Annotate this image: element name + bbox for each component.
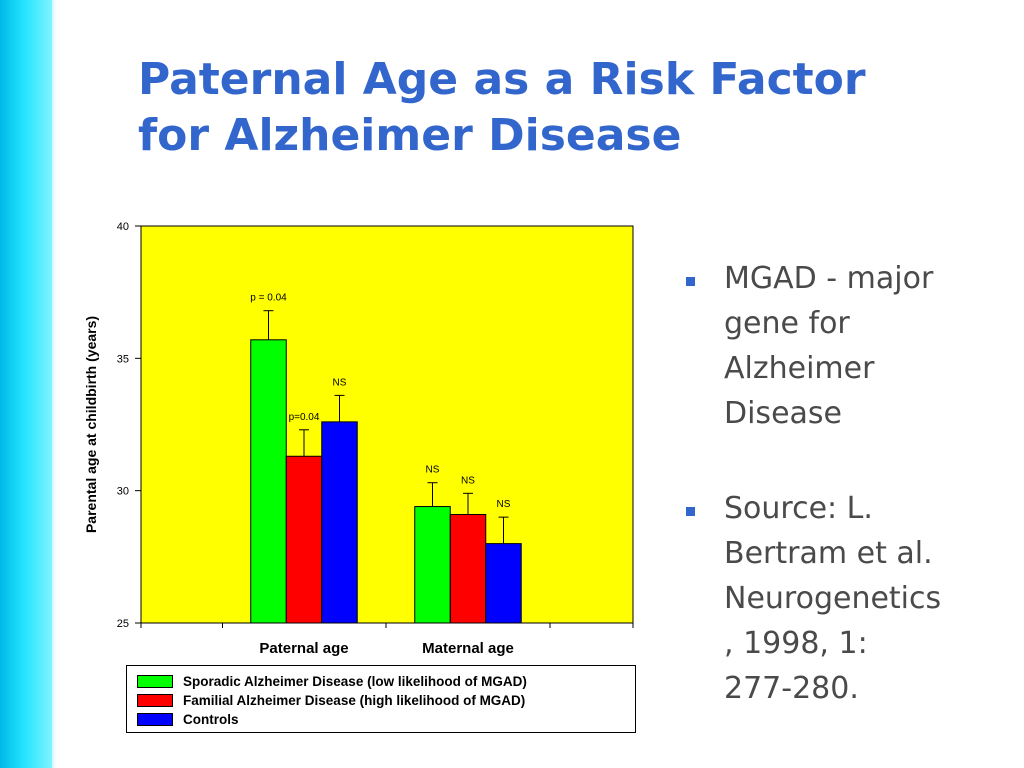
bar [485, 543, 522, 624]
y-tick-label: 40 [117, 221, 129, 233]
bullet-square-icon [686, 507, 695, 516]
y-tick-label: 25 [117, 618, 129, 630]
legend-entry: Controls [127, 710, 635, 729]
bullet-text-line: Neurogenetics [724, 581, 942, 616]
bullet-square-icon [686, 277, 695, 286]
bar-annotation: NS [333, 377, 347, 388]
bullet-item: Source: L. Bertram et al. Neurogenetics , 1… [686, 486, 1016, 711]
bar [250, 339, 287, 624]
bar-annotation: p=0.04 [289, 412, 320, 423]
legend-swatch [137, 694, 173, 707]
legend-entry: Familial Alzheimer Disease (high likelih… [127, 691, 635, 710]
bar [285, 455, 323, 624]
bullet-text-line: 277-280. [724, 671, 859, 706]
bullet-text-line: gene for [724, 306, 850, 341]
legend-label: Controls [183, 712, 239, 727]
y-tick-label: 35 [117, 353, 129, 365]
bar [321, 421, 358, 624]
slide-title-line-1: Paternal Age as a Risk Factor [138, 54, 866, 105]
chart-legend: Sporadic Alzheimer Disease (low likeliho… [126, 665, 636, 733]
legend-swatch [137, 713, 173, 726]
legend-swatch [137, 675, 173, 688]
y-axis-label: Parental age at childbirth (years) [83, 316, 99, 533]
bullet-text-line: Source: L. [724, 491, 873, 526]
bullet-item: MGAD - major gene for Alzheimer Disease [686, 256, 1016, 436]
legend-entry: Sporadic Alzheimer Disease (low likeliho… [127, 672, 635, 691]
y-tick-label: 30 [117, 486, 129, 498]
bar [414, 506, 451, 624]
slide-title-line-2: for Alzheimer Disease [138, 110, 682, 161]
bullet-text-line: Disease [724, 396, 842, 431]
legend-label: Familial Alzheimer Disease (high likelih… [183, 693, 526, 708]
accent-side-bar-edge [52, 0, 56, 768]
bar [449, 513, 487, 624]
bar-annotation: p = 0.04 [250, 293, 287, 304]
bar-annotation: NS [426, 465, 440, 476]
x-category-label: Paternal age [259, 640, 348, 657]
legend-label: Sporadic Alzheimer Disease (low likeliho… [183, 674, 527, 689]
bar-annotation: NS [497, 499, 511, 510]
bullet-text-line: MGAD - major [724, 261, 934, 296]
bullet-text-line: , 1998, 1: [724, 626, 868, 661]
plot-area [140, 225, 634, 624]
slide-title: Paternal Age as a Risk Factor for Alzhei… [138, 52, 998, 164]
bar-annotation: NS [461, 475, 475, 486]
accent-side-bar [0, 0, 52, 768]
bullet-text-line: Bertram et al. [724, 536, 933, 571]
x-category-label: Maternal age [422, 640, 514, 657]
bullet-text-line: Alzheimer [724, 351, 875, 386]
bullet-list: MGAD - major gene for Alzheimer Disease Sour… [686, 256, 1016, 711]
